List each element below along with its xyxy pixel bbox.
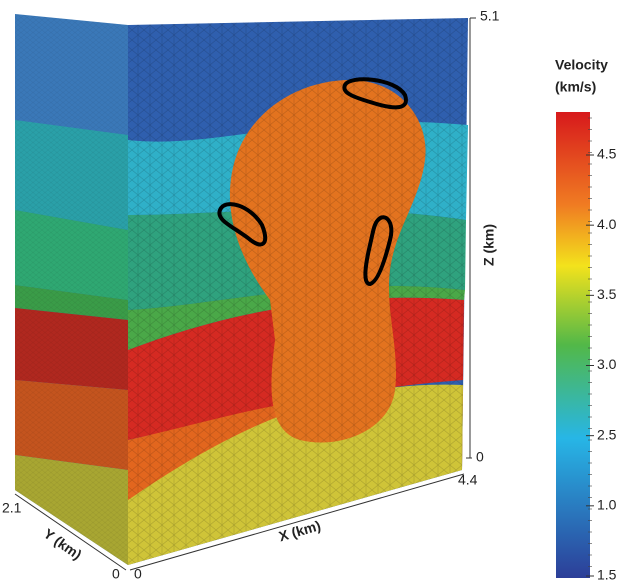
front-mesh (128, 18, 468, 565)
x-start: 0 (134, 566, 142, 582)
left-mesh (15, 14, 128, 565)
outline (363, 215, 394, 287)
outline (342, 77, 408, 110)
y-end: 2.1 (2, 500, 22, 516)
colorbar-ticks: 4.5 4.0 3.5 3.0 2.5 1.0 1.5 (586, 117, 617, 582)
y-start: 0 (112, 566, 120, 582)
colorbar-tick-label: 1.0 (597, 497, 617, 513)
colorbar-tick-label: 3.5 (597, 286, 617, 302)
z-label: Z (km) (481, 224, 497, 266)
outline (217, 202, 268, 247)
axes (14, 17, 476, 571)
colorbar-tick-label: 2.5 (597, 426, 617, 442)
model-block (15, 14, 468, 565)
colorbar-tick-label: 3.0 (597, 356, 617, 372)
x-axis (129, 473, 465, 571)
z-bottom: 0 (476, 449, 484, 465)
colorbar-tick-label: 4.5 (597, 146, 617, 162)
colorbar-title: Velocity (555, 57, 608, 73)
x-end: 4.4 (458, 472, 478, 488)
colorbar-unit: (km/s) (555, 79, 596, 95)
colorbar-bar (556, 112, 590, 578)
colorbar-tick-label: 1.5 (597, 567, 617, 582)
y-axis (14, 493, 127, 571)
z-top: 5.1 (480, 8, 500, 24)
colorbar-tick-label: 4.0 (597, 216, 617, 232)
colorbar: Velocity (km/s) 4.5 4.0 3.5 3.0 2.5 1.0 1.5 (555, 57, 617, 582)
